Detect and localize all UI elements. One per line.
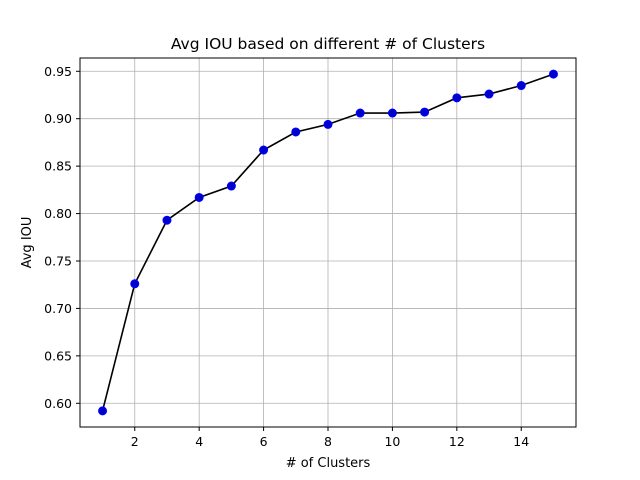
y-tick-label: 0.80 xyxy=(44,206,72,221)
data-point xyxy=(387,108,397,118)
data-point xyxy=(484,89,494,99)
data-point xyxy=(98,406,108,416)
x-axis-label: # of Clusters xyxy=(286,456,371,471)
x-tick-label: 12 xyxy=(449,434,465,449)
data-point xyxy=(194,192,204,202)
data-point xyxy=(548,69,558,79)
y-tick-label: 0.70 xyxy=(44,301,72,316)
x-tick-label: 14 xyxy=(513,434,529,449)
x-tick-label: 8 xyxy=(324,434,332,449)
y-tick-label: 0.90 xyxy=(44,111,72,126)
y-tick-label: 0.65 xyxy=(44,348,72,363)
y-tick-label: 0.75 xyxy=(44,253,72,268)
data-point xyxy=(259,145,269,155)
data-point xyxy=(420,107,430,117)
ticks: 2 4 6 8 10 12 14 0.60 0.65 0.70 0.75 0.80 0.85 0.90 0.… xyxy=(44,64,529,449)
plot-area xyxy=(98,69,558,416)
y-axis-label: Avg IOU xyxy=(20,217,35,269)
x-tick-label: 2 xyxy=(131,434,139,449)
chart-title: Avg IOU based on different # of Clusters xyxy=(171,35,485,53)
data-point xyxy=(323,119,333,129)
x-tick-label: 10 xyxy=(384,434,400,449)
data-point xyxy=(291,127,301,137)
y-tick-label: 0.85 xyxy=(44,159,72,174)
data-point xyxy=(130,279,140,289)
data-point xyxy=(516,81,526,91)
grid xyxy=(80,58,576,427)
y-tick-label: 0.60 xyxy=(44,396,72,411)
data-point xyxy=(452,93,462,103)
y-tick-label: 0.95 xyxy=(44,64,72,79)
x-tick-label: 4 xyxy=(195,434,203,449)
data-point xyxy=(162,215,172,225)
data-point xyxy=(226,181,236,191)
x-tick-label: 6 xyxy=(260,434,268,449)
data-point xyxy=(355,108,365,118)
